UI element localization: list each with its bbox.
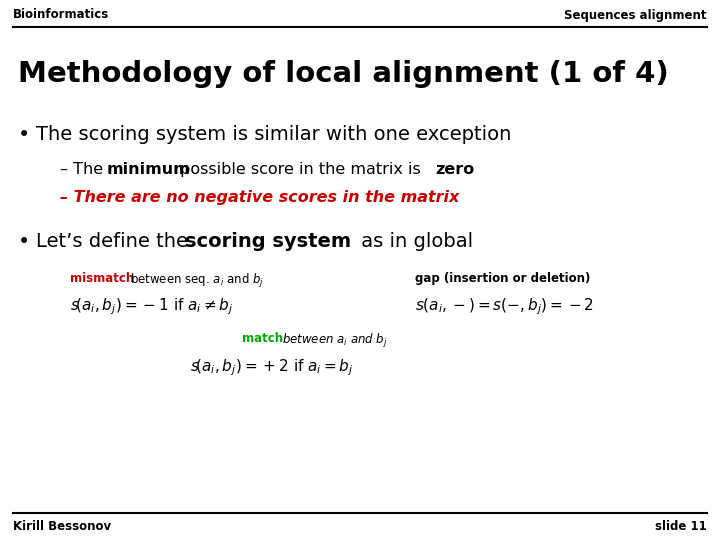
Text: $s(a_i,-) = s(-,b_j) = -2$: $s(a_i,-) = s(-,b_j) = -2$ — [415, 296, 594, 316]
Text: $s\!\left(a_i, b_j\right) = +2$ if $a_i = b_j$: $s\!\left(a_i, b_j\right) = +2$ if $a_i … — [190, 357, 354, 377]
Text: slide 11: slide 11 — [655, 521, 707, 534]
Text: Methodology of local alignment (1 of 4): Methodology of local alignment (1 of 4) — [18, 60, 669, 88]
Text: Sequences alignment: Sequences alignment — [564, 9, 707, 22]
Text: zero: zero — [435, 162, 474, 177]
Text: – The: – The — [60, 162, 108, 177]
Text: •: • — [18, 125, 30, 145]
Text: $s\!\left(a_i, b_j\right) = -1$ if $a_i \neq b_j$: $s\!\left(a_i, b_j\right) = -1$ if $a_i … — [70, 296, 233, 316]
Text: between seq. $a_i$ and $b_j$: between seq. $a_i$ and $b_j$ — [130, 272, 264, 290]
Text: gap (insertion or deletion): gap (insertion or deletion) — [415, 272, 590, 285]
Text: Let’s define the: Let’s define the — [36, 232, 194, 251]
Text: possible score in the matrix is: possible score in the matrix is — [175, 162, 426, 177]
Text: Bioinformatics: Bioinformatics — [13, 9, 109, 22]
Text: match: match — [242, 332, 283, 345]
Text: – There are no negative scores in the matrix: – There are no negative scores in the ma… — [60, 190, 459, 205]
Text: •: • — [18, 232, 30, 252]
Text: minimum: minimum — [107, 162, 191, 177]
Text: The scoring system is similar with one exception: The scoring system is similar with one e… — [36, 125, 511, 144]
Text: scoring system: scoring system — [185, 232, 351, 251]
Text: between $a_i$ and $b_j$: between $a_i$ and $b_j$ — [282, 332, 387, 350]
Text: as in global: as in global — [355, 232, 473, 251]
Text: mismatch: mismatch — [70, 272, 134, 285]
Text: Kirill Bessonov: Kirill Bessonov — [13, 521, 111, 534]
